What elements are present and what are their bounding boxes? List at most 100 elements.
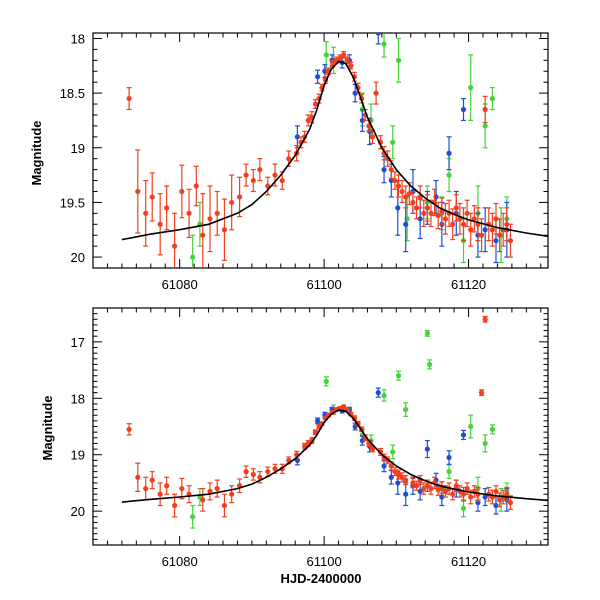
- red-data-point: [413, 483, 420, 489]
- red-data-point: [200, 497, 206, 503]
- red-data-point: [428, 210, 434, 216]
- blue-data-point: [381, 167, 387, 173]
- red-data-point: [143, 485, 149, 492]
- red-data-point: [493, 216, 499, 222]
- red-data-point: [312, 429, 319, 435]
- red-data-point: [272, 172, 278, 178]
- top-y-axis-label: Magnitude: [29, 121, 44, 186]
- red-data-point: [468, 227, 474, 233]
- green-data-point: [190, 514, 196, 520]
- x-tick-label: 61080: [162, 277, 198, 292]
- green-data-point: [482, 440, 488, 447]
- red-data-point: [453, 483, 459, 489]
- red-data-point: [482, 106, 488, 113]
- red-data-point: [305, 117, 311, 124]
- red-data-point: [214, 210, 220, 216]
- red-data-point: [395, 183, 402, 189]
- blue-data-point: [424, 446, 430, 452]
- red-data-point: [478, 232, 485, 238]
- bottom-panel: Magnitude HJD-2400000 61080 61100 61120 17 1…: [40, 307, 549, 586]
- red-data-point: [373, 90, 379, 96]
- y-tick-label: 18: [71, 391, 85, 406]
- red-data-point: [143, 210, 149, 216]
- x-tick-label: 61100: [307, 277, 342, 292]
- green-data-point: [460, 505, 467, 511]
- red-data-point: [392, 177, 398, 184]
- blue-data-point: [315, 74, 321, 80]
- green-data-point: [482, 123, 488, 129]
- blue-data-point: [460, 106, 467, 113]
- red-data-point: [229, 491, 235, 497]
- red-data-point: [126, 426, 132, 432]
- red-data-point: [369, 446, 376, 452]
- red-data-point: [229, 199, 235, 206]
- green-data-point: [426, 361, 433, 368]
- red-data-point: [135, 188, 141, 195]
- red-data-point: [413, 205, 420, 211]
- red-data-point: [497, 497, 503, 503]
- green-data-point: [323, 378, 329, 384]
- blue-data-point: [294, 457, 300, 463]
- red-data-point: [193, 183, 199, 189]
- y-tick-label: 18.5: [60, 86, 85, 101]
- red-data-point: [460, 491, 467, 497]
- red-data-point: [421, 210, 427, 216]
- blue-data-point: [359, 117, 365, 124]
- y-tick-label: 20: [71, 250, 85, 265]
- blue-data-point: [446, 150, 452, 156]
- green-data-point: [381, 392, 387, 399]
- red-data-point: [348, 63, 354, 69]
- red-data-point: [442, 488, 449, 494]
- green-data-point: [381, 41, 387, 47]
- green-data-point: [446, 172, 452, 178]
- blue-data-point: [403, 221, 409, 227]
- red-data-point: [468, 494, 474, 500]
- red-data-point: [424, 483, 430, 489]
- blue-data-point: [482, 227, 488, 233]
- red-data-point: [302, 443, 308, 449]
- red-data-point: [478, 390, 485, 396]
- red-data-point: [157, 221, 163, 227]
- plot-frame: [92, 32, 549, 269]
- red-data-point: [464, 210, 470, 216]
- red-data-point: [126, 95, 132, 102]
- red-data-point: [435, 212, 441, 219]
- red-data-point: [450, 491, 456, 497]
- red-data-point: [221, 502, 228, 509]
- red-data-point: [186, 210, 192, 216]
- model-curve: [121, 60, 548, 241]
- green-data-point: [403, 406, 409, 413]
- blue-data-point: [375, 390, 381, 396]
- red-data-point: [450, 221, 456, 227]
- red-data-point: [237, 194, 243, 200]
- red-data-point: [504, 221, 510, 227]
- red-data-point: [207, 216, 213, 222]
- red-data-point: [403, 194, 409, 200]
- red-data-point: [410, 199, 416, 206]
- red-data-point: [482, 316, 488, 322]
- red-data-point: [265, 469, 271, 475]
- red-data-point: [149, 194, 155, 200]
- y-tick-label: 19: [71, 141, 85, 156]
- red-data-point: [164, 483, 170, 489]
- green-data-point: [395, 57, 402, 63]
- blue-data-point: [403, 491, 409, 497]
- red-data-point: [341, 52, 347, 58]
- red-data-point: [221, 227, 228, 233]
- red-data-point: [243, 172, 249, 178]
- red-data-point: [250, 471, 256, 478]
- red-data-point: [243, 469, 249, 475]
- red-data-point: [421, 485, 427, 492]
- x-tick-label: 61120: [451, 277, 486, 292]
- y-tick-label: 19.5: [60, 195, 85, 210]
- data-layer: [121, 33, 548, 268]
- red-data-point: [388, 167, 394, 173]
- red-data-point: [149, 477, 155, 483]
- red-data-point: [200, 232, 206, 238]
- blue-data-point: [482, 494, 488, 500]
- blue-data-point: [395, 480, 401, 486]
- red-data-point: [272, 466, 278, 472]
- blue-data-point: [294, 134, 300, 140]
- red-data-point: [369, 134, 376, 140]
- green-data-point: [323, 52, 329, 58]
